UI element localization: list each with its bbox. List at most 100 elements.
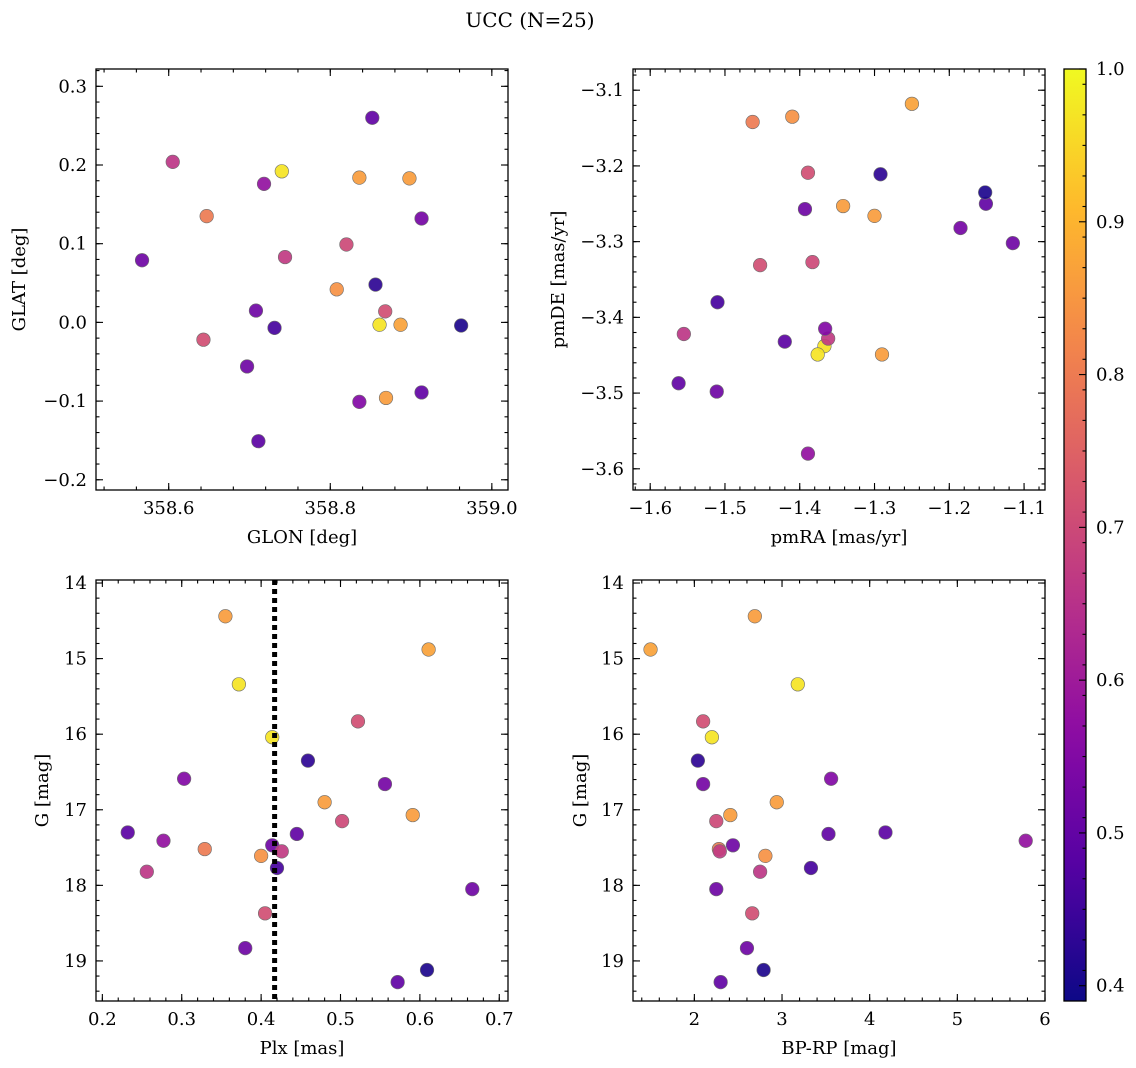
colorbar-tick-label: 0.5 (1096, 823, 1125, 844)
data-point (378, 390, 394, 406)
axes-frame (95, 579, 509, 1002)
data-point (300, 753, 316, 768)
data-point (878, 825, 893, 840)
x-tick-label: −1.6 (628, 498, 672, 519)
x-tick-label: −1.2 (927, 498, 971, 519)
data-point (874, 347, 890, 362)
y-tick-label: −0.1 (43, 391, 87, 412)
data-point (254, 848, 269, 863)
data-point (377, 776, 393, 792)
colorbar-gradient (1064, 69, 1086, 1001)
x-tick-label: 358.6 (143, 498, 195, 519)
panels: 358.6 358.8 359.0 −0.2 −0.1 0.0 0.1 0.2 0.3 GLON … (9, 68, 1051, 1059)
data-point (753, 864, 768, 879)
data-point (709, 384, 724, 399)
colorbar: 0.4 0.5 0.6 0.7 0.8 0.9 1.0 (1063, 59, 1125, 1002)
data-point (800, 446, 816, 461)
data-point (277, 249, 293, 265)
data-point (421, 642, 436, 657)
data-point (818, 321, 833, 336)
data-point (1018, 833, 1033, 848)
axes-frame (632, 68, 1046, 491)
panel-glon_glat: 358.6 358.8 359.0 −0.2 −0.1 0.0 0.1 0.2 0.3 GLON … (9, 68, 518, 548)
data-point (643, 642, 658, 657)
data-point (745, 906, 760, 921)
data-point (758, 848, 773, 863)
data-point (803, 860, 819, 876)
colorbar-tick-label: 0.7 (1096, 517, 1125, 538)
y-tick-label: 15 (64, 649, 87, 670)
axes-frame (95, 68, 509, 491)
data-point (352, 394, 367, 409)
data-point (805, 254, 820, 270)
x-tick-label: 359.0 (466, 498, 518, 519)
x-tick-label: 0.5 (326, 1009, 355, 1030)
y-tick-label: 14 (64, 573, 87, 594)
data-point (790, 677, 805, 692)
x-tick-label: −1.4 (778, 498, 822, 519)
data-point (777, 334, 792, 349)
y-tick-label: −3.6 (580, 459, 624, 480)
data-point (257, 906, 273, 921)
y-tick-label: 14 (601, 573, 624, 594)
data-point (690, 753, 705, 768)
data-point (402, 171, 417, 186)
y-axis-label: pmDE [mas/yr] (548, 211, 569, 349)
y-tick-label: −3.3 (580, 232, 624, 253)
y-tick-label: 16 (601, 724, 624, 745)
data-point (739, 940, 755, 956)
data-point (339, 237, 354, 252)
data-point (329, 282, 344, 297)
data-point (873, 167, 888, 182)
panel-plx_g: 0.2 0.3 0.4 0.5 0.6 0.7 14 15 16 17 18 19 Plx [mas] G… (32, 573, 514, 1059)
x-tick-label: 6 (1039, 1009, 1050, 1030)
data-point (378, 304, 393, 319)
y-tick-label: 16 (64, 724, 87, 745)
data-point (239, 359, 255, 374)
x-axis-label: BP-RP [mag] (781, 1038, 896, 1059)
data-point (139, 864, 154, 879)
data-point (696, 776, 711, 792)
data-point (352, 170, 367, 185)
colorbar-tick-label: 0.4 (1096, 976, 1125, 997)
data-point (671, 376, 686, 391)
x-tick-label: 5 (952, 1009, 963, 1030)
data-point (756, 962, 771, 978)
figure-title: UCC (N=25) (465, 8, 594, 32)
y-tick-label: 0.3 (58, 76, 87, 97)
colorbar-tick-label: 1.0 (1096, 59, 1125, 80)
axes-frame (632, 579, 1046, 1002)
data-point (196, 332, 211, 347)
data-point (723, 807, 738, 823)
data-point (696, 714, 711, 729)
y-tick-label: 19 (601, 951, 624, 972)
data-point (177, 771, 192, 786)
data-point (769, 795, 784, 810)
data-point (709, 882, 724, 897)
data-point (405, 807, 420, 823)
x-tick-label: 2 (689, 1009, 700, 1030)
data-point (753, 258, 768, 273)
data-point (1005, 236, 1020, 251)
y-tick-label: −3.1 (580, 80, 624, 101)
data-point (372, 317, 387, 332)
y-tick-label: 17 (601, 800, 624, 821)
y-tick-label: 17 (64, 800, 87, 821)
data-point (393, 317, 408, 332)
data-point (465, 882, 480, 897)
data-point (709, 814, 724, 829)
data-point (704, 730, 719, 745)
data-point (248, 303, 264, 318)
data-point (120, 825, 135, 840)
data-point (156, 833, 171, 848)
data-point (454, 318, 469, 333)
data-point (350, 714, 366, 729)
data-point (904, 96, 920, 111)
data-point (419, 962, 435, 978)
x-tick-label: 0.7 (485, 1009, 514, 1030)
y-tick-label: 0.0 (58, 312, 87, 333)
data-point (134, 253, 150, 268)
x-tick-label: 0.6 (406, 1009, 435, 1030)
y-tick-label: −0.2 (43, 470, 87, 491)
